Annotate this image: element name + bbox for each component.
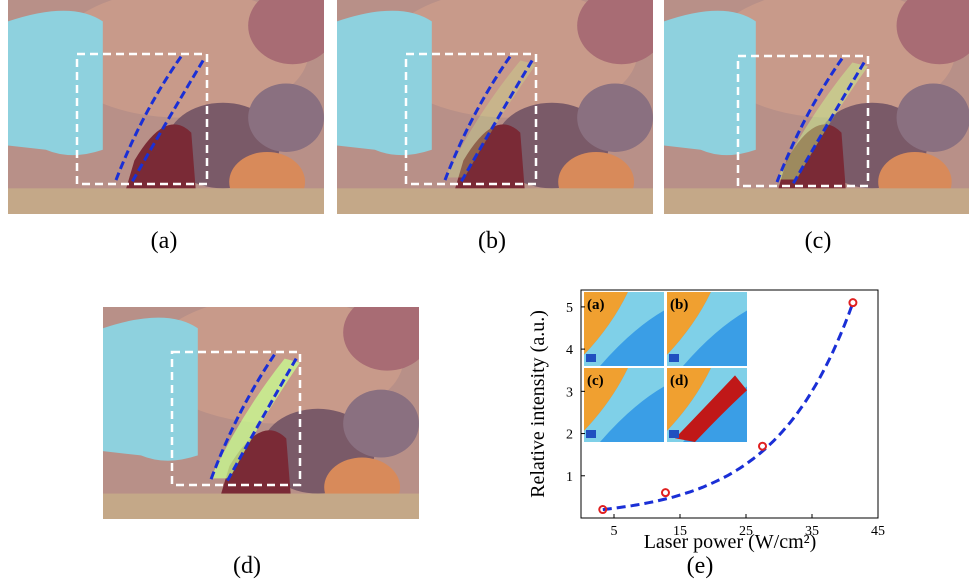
inset-label: (a) (587, 297, 605, 313)
skin-edge (8, 188, 324, 214)
inset-label: (d) (670, 373, 688, 389)
inset-scale-marker (669, 354, 679, 362)
x-tick-label: 5 (611, 524, 618, 539)
roi-box (404, 52, 538, 186)
surgery-photo-a (8, 0, 324, 214)
data-point (660, 488, 670, 498)
photo-panel-c (664, 0, 969, 214)
caption-a: (a) (150, 228, 178, 254)
inset-label: (c) (587, 373, 604, 389)
intestine (248, 83, 324, 152)
ureter-outline-left (443, 55, 512, 181)
glove (664, 10, 756, 156)
bowel-loop (577, 0, 653, 65)
surgery-photo-b (337, 0, 653, 214)
y-axis-title: Relative intensity (a.u.) (527, 310, 549, 498)
surgery-photo-c (664, 0, 969, 214)
caption-c: (c) (804, 228, 832, 254)
mesentery (709, 0, 955, 118)
bowel-loop (896, 0, 969, 65)
y-tick-label: 5 (566, 301, 573, 316)
glove (8, 10, 103, 156)
inset-cool-region (584, 368, 664, 442)
inset-scale-marker (586, 430, 596, 438)
roi-box (170, 350, 302, 487)
ureter-outline-left (114, 55, 183, 181)
ureter-outline-left (208, 353, 276, 482)
ureter-fluorescence (445, 60, 536, 178)
intestine (896, 83, 969, 152)
intestine (343, 389, 419, 458)
data-point (848, 298, 858, 308)
ureter-outline-right (791, 61, 866, 186)
roi-box (75, 52, 209, 186)
y-tick-label: 3 (566, 385, 573, 400)
mesentery (384, 0, 638, 118)
inset-cool-region (667, 292, 747, 366)
skin-edge (103, 493, 419, 519)
ureter-outline-right (130, 59, 205, 184)
photo-panel-d (103, 307, 419, 519)
inset-hot-region (584, 292, 628, 355)
inset-cool-region (584, 292, 664, 366)
y-tick-label: 2 (566, 428, 573, 443)
inset-label: (b) (670, 297, 688, 313)
x-tick-label: 25 (739, 524, 753, 539)
inset-scale-marker (586, 354, 596, 362)
photo-panel-a (8, 0, 324, 214)
skin-edge (664, 188, 969, 214)
bowel-loop (343, 307, 419, 371)
mesentery (55, 0, 309, 118)
inset-hot-region (667, 292, 711, 355)
y-tick-label: 4 (566, 343, 573, 358)
roi-box (736, 54, 870, 188)
data-point (758, 441, 767, 451)
inset-ureter-signal (675, 375, 747, 442)
ureter-outline-right (459, 59, 534, 184)
mesentery (150, 307, 404, 424)
photo-panel-b (337, 0, 653, 214)
glove (337, 10, 432, 156)
data-point (598, 505, 608, 515)
ureter-outline-left (775, 57, 844, 183)
data-points (598, 298, 858, 515)
ureter-outline-right (224, 357, 298, 485)
intestine (577, 83, 653, 152)
x-tick-label: 15 (673, 524, 687, 539)
x-tick-label: 45 (871, 524, 885, 539)
x-tick-label: 35 (805, 524, 819, 539)
inset-hot-region (667, 368, 711, 431)
caption-d: (d) (233, 553, 261, 579)
x-axis-title: Laser power (W/cm²) (644, 531, 817, 553)
inset-scale-marker (669, 430, 679, 438)
surgery-photo-d (103, 307, 419, 519)
bowel-loop (248, 0, 324, 65)
inset-hot-region (584, 368, 628, 431)
skin-edge (337, 188, 653, 214)
caption-e: (e) (686, 553, 714, 579)
fit-curve (602, 302, 855, 512)
ureter-fluorescence (210, 358, 300, 479)
ureter-fluorescence (777, 62, 868, 180)
inset-heatmaps: (a) (b) (c) (d) (584, 292, 747, 442)
glove (103, 317, 198, 461)
caption-b: (b) (478, 228, 506, 254)
y-tick-label: 1 (566, 470, 573, 485)
